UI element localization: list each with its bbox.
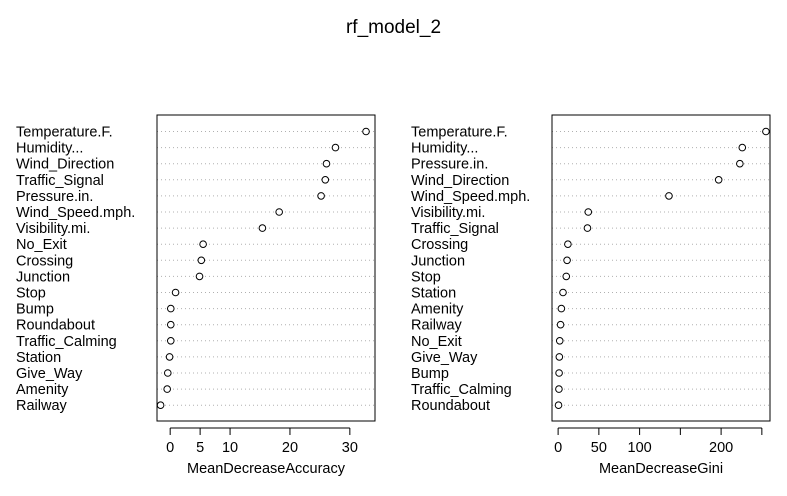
data-point xyxy=(555,369,563,377)
data-point xyxy=(171,288,180,297)
variable-label: Railway xyxy=(411,318,463,334)
x-tick-label: 20 xyxy=(282,440,298,456)
data-point xyxy=(165,353,174,361)
data-point xyxy=(322,159,331,168)
data-point xyxy=(258,224,267,232)
variable-label: Humidity... xyxy=(411,141,478,157)
variable-label: Give_Way xyxy=(16,366,83,382)
variable-label: Pressure.in. xyxy=(16,189,93,205)
plot-frame xyxy=(156,114,376,422)
variable-label: Traffic_Calming xyxy=(16,334,117,350)
x-tick-label: 0 xyxy=(554,440,562,456)
x-tick-label: 200 xyxy=(709,440,733,456)
x-tick-label: 30 xyxy=(342,440,358,456)
x-tick-label: 5 xyxy=(196,440,204,456)
data-point xyxy=(156,401,165,410)
data-point xyxy=(321,176,330,184)
variable-label: Roundabout xyxy=(411,398,490,414)
x-tick-label: 0 xyxy=(166,440,174,456)
variable-label: Visibility.mi. xyxy=(411,205,485,221)
data-point xyxy=(556,320,565,329)
data-point xyxy=(163,385,171,393)
variable-label: Roundabout xyxy=(16,318,95,334)
panel-1: Temperature.F.Humidity...Wind_DirectionT… xyxy=(16,114,376,477)
variable-label: Traffic_Signal xyxy=(411,221,499,237)
variable-label: Crossing xyxy=(411,237,468,253)
data-point xyxy=(331,143,340,152)
variable-label: Temperature.F. xyxy=(411,125,508,141)
data-point xyxy=(555,337,564,345)
data-point xyxy=(166,320,175,329)
data-point xyxy=(562,272,571,281)
variable-label: Wind_Speed.mph. xyxy=(16,205,135,221)
variable-label: Amenity xyxy=(411,302,464,318)
data-point xyxy=(195,272,204,281)
plot-frame xyxy=(551,114,771,422)
data-point xyxy=(584,208,593,216)
data-point xyxy=(166,337,175,345)
data-point xyxy=(583,224,592,232)
variable-label: Temperature.F. xyxy=(16,125,113,141)
variable-label: Visibility.mi. xyxy=(16,221,90,237)
data-point xyxy=(563,256,571,265)
variable-label: Junction xyxy=(16,269,70,285)
variable-label: Railway xyxy=(16,398,68,414)
data-point xyxy=(362,127,370,136)
x-tick-label: 100 xyxy=(628,440,652,456)
variable-label: Traffic_Signal xyxy=(16,173,104,189)
variable-label: Stop xyxy=(16,286,46,302)
x-axis-title: MeanDecreaseGini xyxy=(599,461,723,477)
x-tick-label: 50 xyxy=(591,440,607,456)
x-tick-label: 10 xyxy=(222,440,238,456)
variable-label: Station xyxy=(411,286,456,302)
data-point xyxy=(163,369,172,377)
panel-2: Temperature.F.Humidity...Pressure.in.Win… xyxy=(411,114,771,477)
variable-label: Wind_Direction xyxy=(411,173,509,189)
variable-label: No_Exit xyxy=(16,237,67,253)
variable-label: Amenity xyxy=(16,382,69,398)
chart-title: rf_model_2 xyxy=(345,17,442,38)
variable-label: Stop xyxy=(411,269,441,285)
variable-label: Wind_Speed.mph. xyxy=(411,189,530,205)
variable-label: Give_Way xyxy=(411,350,478,366)
data-point xyxy=(736,159,744,168)
data-point xyxy=(166,304,175,313)
data-point xyxy=(197,256,206,265)
data-point xyxy=(555,353,564,361)
variable-label: Crossing xyxy=(16,253,73,269)
data-point xyxy=(665,192,673,200)
variable-label: Bump xyxy=(16,302,54,318)
variable-label: Humidity... xyxy=(16,141,83,157)
variable-label: Bump xyxy=(411,366,449,382)
data-point xyxy=(199,240,207,248)
data-point xyxy=(564,240,572,248)
data-point xyxy=(555,385,563,393)
data-point xyxy=(559,288,567,297)
data-point xyxy=(317,192,325,200)
data-point xyxy=(762,127,770,136)
data-point xyxy=(275,208,283,216)
data-point xyxy=(557,304,566,313)
variable-label: Traffic_Calming xyxy=(411,382,512,398)
variable-label: Junction xyxy=(411,253,465,269)
data-point xyxy=(714,176,723,184)
variable-label: Pressure.in. xyxy=(411,157,488,173)
variable-label: Wind_Direction xyxy=(16,157,114,173)
variable-label: No_Exit xyxy=(411,334,462,350)
x-axis-title: MeanDecreaseAccuracy xyxy=(187,461,346,477)
data-point xyxy=(738,143,747,152)
variable-label: Station xyxy=(16,350,61,366)
data-point xyxy=(554,401,563,410)
